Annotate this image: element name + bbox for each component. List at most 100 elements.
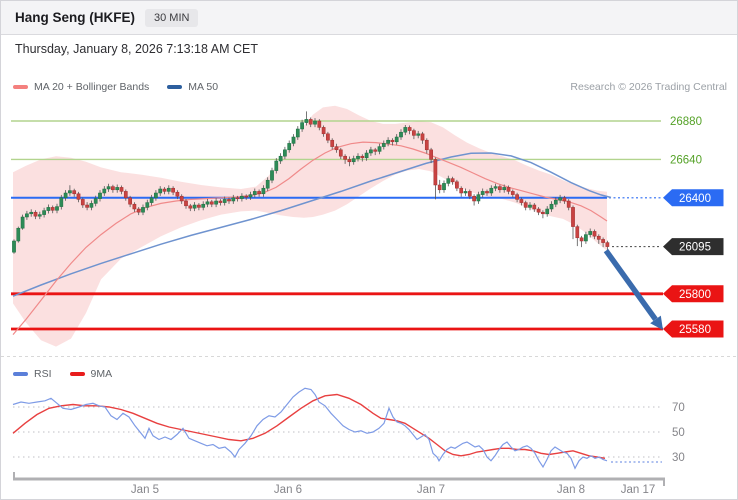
x-axis-label: Jan 17 [621, 484, 656, 496]
candle-body [463, 191, 468, 194]
pivot-price-badge [663, 189, 724, 207]
candle-body [386, 139, 390, 144]
candle-body [184, 200, 188, 207]
candle-body [493, 186, 498, 189]
candle-body [145, 202, 150, 208]
legend-label: MA 20 + Bollinger Bands [34, 81, 150, 93]
candle-body [416, 133, 421, 136]
candle-body [321, 127, 326, 135]
candle-body [46, 207, 51, 211]
candle-body [227, 199, 231, 202]
candle-body [80, 199, 85, 206]
x-axis-label: Jan 8 [557, 484, 585, 496]
candle-body [106, 186, 111, 190]
candle-body [63, 192, 68, 199]
candle-body [498, 186, 502, 191]
rsi-legend-swatch-icon [13, 372, 28, 376]
candle-body [214, 200, 218, 205]
candle-body [141, 207, 145, 213]
candle-body [158, 188, 163, 194]
report-timestamp: Thursday, January 8, 2026 7:13:18 AM CET [15, 42, 258, 56]
candle-body [424, 139, 429, 151]
candle-body [235, 197, 240, 200]
candle-body [601, 239, 605, 243]
candle-body [89, 203, 94, 208]
candle-body [68, 190, 72, 194]
candle-body [59, 197, 64, 207]
candle-body [584, 234, 588, 242]
candle-body [575, 226, 580, 239]
candle-body [347, 159, 352, 163]
instrument-title: Hang Seng (HKFE) [15, 10, 135, 25]
candle-body [55, 206, 59, 211]
candle-body [394, 136, 399, 143]
candle-body [42, 210, 46, 215]
candle-body [278, 155, 283, 162]
rsi-tick-label: 30 [672, 452, 685, 464]
candle-body [437, 184, 442, 191]
candle-body [162, 188, 167, 192]
rsi-9ma-line [12, 393, 606, 459]
candle-body [412, 130, 416, 136]
legend-label: 9MA [90, 368, 113, 380]
candle-body [270, 170, 274, 181]
candle-body [257, 191, 261, 195]
candle-body [536, 208, 541, 213]
candle-body [29, 211, 34, 215]
ma50-legend-swatch-icon [167, 85, 183, 89]
candle-body [429, 149, 433, 160]
candle-body [287, 143, 292, 151]
candle-body [76, 193, 81, 200]
support-price-badge [663, 320, 724, 338]
candle-body [399, 131, 403, 138]
candle-body [420, 133, 425, 141]
candle-body [588, 231, 593, 235]
candle-body [50, 207, 55, 211]
ma50-line [12, 152, 612, 297]
candle-body [403, 127, 408, 133]
candle-body [175, 191, 180, 197]
candle-body [455, 181, 459, 189]
candle-body [476, 194, 481, 202]
candle-body [596, 235, 601, 240]
candle-body [506, 187, 511, 192]
candle-body [20, 216, 25, 229]
legend-item-rsi: RSI [13, 368, 52, 380]
candle-body [201, 203, 206, 208]
candle-body [93, 198, 98, 204]
candle-body [381, 143, 386, 147]
x-axis-label: Jan 7 [417, 484, 445, 496]
candle-body [132, 203, 137, 210]
x-axis-label: Jan 5 [131, 484, 159, 496]
candle-body [25, 213, 29, 218]
candle-body [489, 187, 494, 194]
resistance-level-label: 26880 [670, 116, 702, 128]
candle-body [377, 146, 382, 152]
candle-body [222, 199, 227, 203]
candle-body [171, 187, 175, 193]
candle-body [343, 155, 347, 160]
candle-body [252, 191, 257, 195]
candle-body [128, 197, 132, 205]
candle-body [136, 208, 141, 213]
candle-body [274, 160, 279, 171]
candle-body [407, 127, 412, 131]
bollinger-band-area [13, 105, 607, 347]
candle-body [450, 178, 455, 183]
candle-body [330, 139, 335, 147]
candle-body [72, 190, 77, 195]
candle-body [442, 183, 446, 191]
candle-body [523, 202, 528, 208]
candle-body [248, 194, 253, 198]
legend-label: RSI [34, 368, 52, 380]
candle-body [33, 211, 38, 217]
rsi-line [12, 387, 608, 470]
candle-body [313, 120, 317, 125]
projection-arrow-head [650, 315, 663, 330]
candle-body [528, 204, 532, 208]
candle-body [115, 187, 120, 191]
candle-body [532, 204, 537, 210]
candle-body [592, 231, 597, 237]
candle-body [37, 214, 42, 217]
